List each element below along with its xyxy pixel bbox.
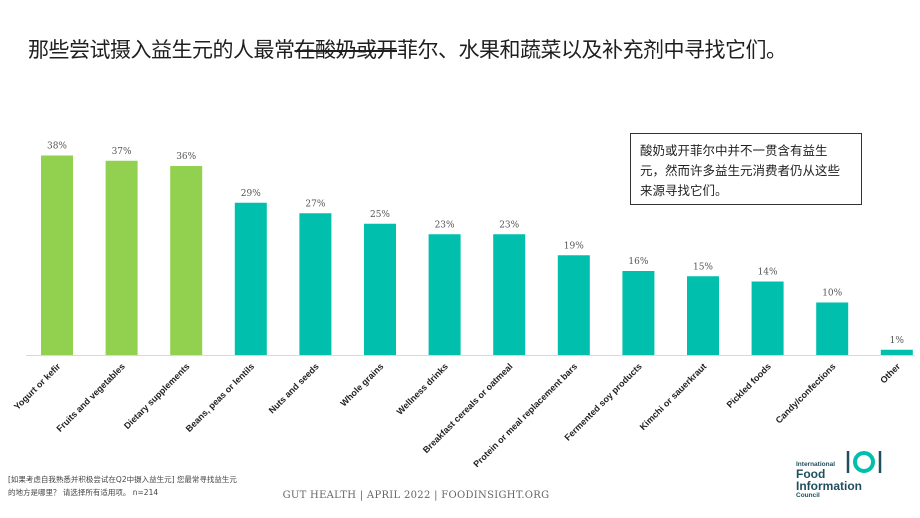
bar	[493, 234, 526, 355]
category-label: Kimchi or sauerkraut	[638, 361, 709, 432]
logo-line-2: Food	[796, 467, 826, 481]
fork-plate-icon	[846, 451, 882, 473]
bar	[622, 271, 655, 355]
data-label: 1%	[890, 336, 905, 346]
title-part-1: 那些尝试摄入益生元的人最常	[28, 38, 295, 62]
bar	[105, 160, 138, 355]
logo-line-1: International	[796, 461, 836, 468]
bar	[880, 349, 913, 355]
bar	[557, 255, 590, 355]
logo-line-4: Council	[796, 492, 820, 499]
category-label: Wellness drinks	[395, 361, 450, 416]
slide-title: 那些尝试摄入益生元的人最常在酸奶或开菲尔、水果和蔬菜以及补充剂中寻找它们。	[28, 34, 787, 64]
data-label: 16%	[628, 257, 648, 267]
data-label: 37%	[112, 147, 132, 157]
data-label: 15%	[693, 262, 713, 272]
bar	[428, 234, 461, 355]
bar	[364, 223, 396, 355]
category-label: Nuts and seeds	[267, 361, 321, 415]
bar	[816, 302, 849, 355]
bar	[170, 166, 203, 355]
category-label: Pickled foods	[725, 361, 773, 409]
footnote: [如果考虑自我熟悉并积极尝试在Q2中摄入益生元] 您最常寻找益生元的地方是哪里？…	[8, 475, 237, 497]
bar	[687, 276, 719, 355]
logo-line-3: Information	[796, 479, 862, 493]
category-label: Yogurt or kefir	[12, 361, 63, 412]
callout-box: 酸奶或开菲尔中并不一贯含有益生元，然而许多益生元消费者仍从这些来源寻找它们。	[630, 133, 862, 205]
category-label: Other	[878, 361, 902, 385]
category-label: Protein or meal replacement bars	[471, 361, 579, 469]
data-label: 10%	[822, 289, 842, 299]
category-label: Candy/confections	[774, 361, 838, 425]
category-label: Dietary supplements	[122, 361, 192, 431]
category-label: Fermented soy products	[562, 361, 643, 442]
bar	[41, 155, 73, 355]
data-label: 23%	[499, 220, 519, 230]
category-label: Whole grains	[338, 361, 385, 408]
data-label: 14%	[758, 268, 778, 278]
data-label: 29%	[241, 189, 261, 199]
data-label: 38%	[47, 142, 67, 152]
category-label: Fruits and vegetables	[55, 361, 128, 434]
title-part-2: 菲尔、水果和蔬菜以及补充剂中寻找它们。	[397, 38, 787, 62]
category-label: Beans, peas or lentils	[184, 361, 257, 434]
data-label: 19%	[564, 241, 584, 251]
data-label: 36%	[176, 152, 196, 162]
data-label: 25%	[370, 210, 390, 220]
bar	[751, 281, 784, 355]
bar	[299, 213, 332, 355]
data-label: 27%	[305, 199, 325, 209]
title-part-strikethrough: 在酸奶或开	[294, 38, 398, 62]
data-label: 23%	[435, 220, 455, 230]
footer: GUT HEALTH | APRIL 2022 | FOODINSIGHT.OR…	[282, 490, 550, 501]
ific-logo: International Food Information Council	[796, 450, 896, 499]
bar	[234, 202, 267, 355]
